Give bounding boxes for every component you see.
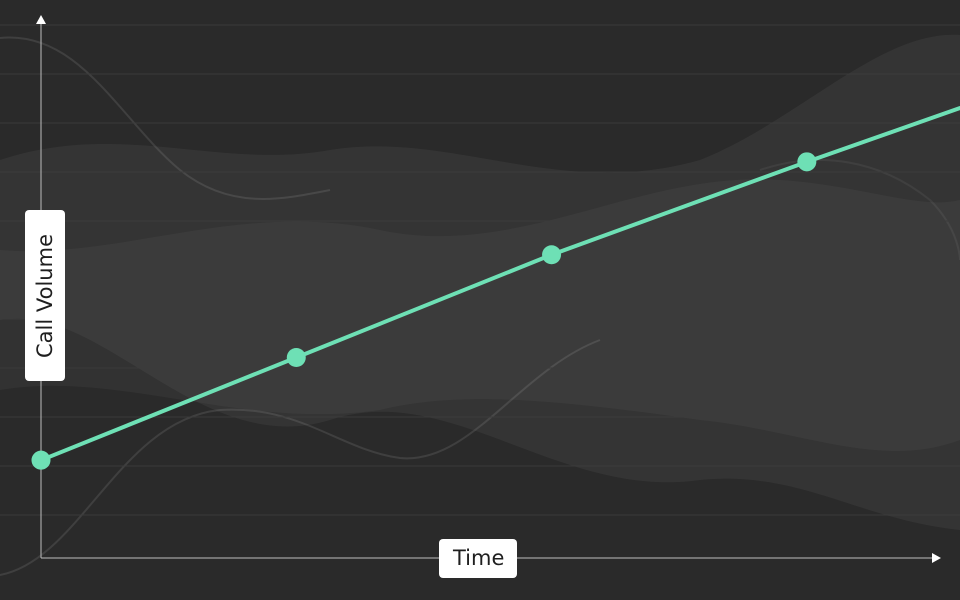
x-axis-arrow-icon (932, 553, 941, 563)
y-axis-label: Call Volume (33, 233, 57, 358)
grid-lines (0, 24, 960, 516)
data-point[interactable] (797, 152, 817, 172)
x-axis-label: Time (439, 539, 517, 578)
y-axis-label-box: Call Volume (25, 210, 65, 381)
background-wave (0, 179, 960, 451)
background-curve (0, 36, 331, 200)
data-point[interactable] (542, 245, 562, 265)
background-waves (0, 34, 960, 576)
y-axis-arrow-icon (36, 15, 46, 24)
data-point[interactable] (31, 450, 51, 470)
series-layer (31, 106, 960, 470)
background-curve (0, 339, 601, 576)
data-point[interactable] (286, 347, 306, 367)
